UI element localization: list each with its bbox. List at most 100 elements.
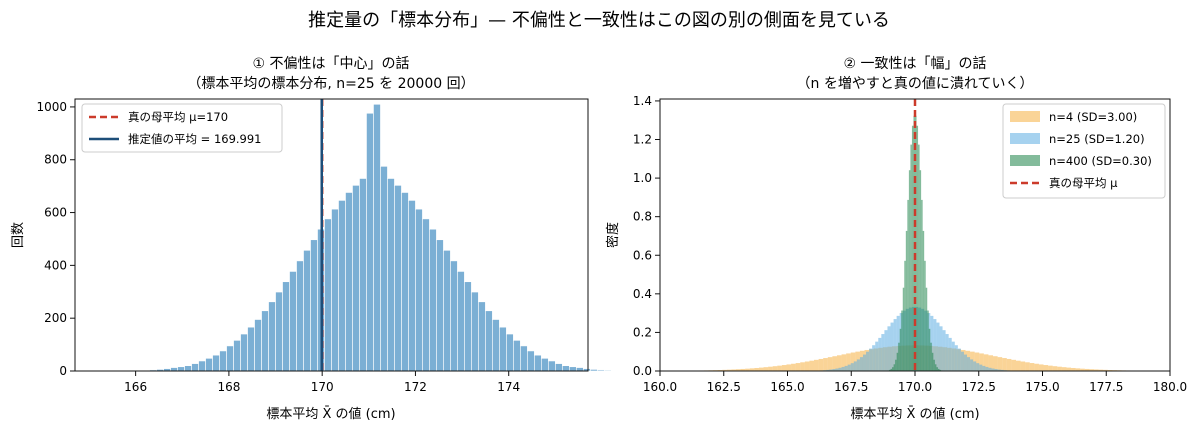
panel1-bar [254, 319, 262, 372]
panel1-legend-box [81, 103, 283, 153]
panel1-bar [212, 354, 220, 372]
panel2-bar [902, 287, 905, 371]
panel2-legend-n400-swatch [1010, 155, 1040, 166]
panel2-bar [933, 319, 937, 371]
panel1-bar [576, 367, 584, 372]
panel2-bar [1084, 368, 1090, 371]
panel1-bar [205, 358, 213, 372]
panel2-bar [829, 369, 833, 371]
panel2-bar [967, 357, 971, 371]
panel2-ylabel: 密度 [605, 222, 621, 248]
panel2-bar [934, 364, 937, 371]
panel1-bar [527, 350, 535, 372]
panel2-bar [979, 353, 984, 371]
panel2-bar [942, 330, 946, 371]
panel2-bar [856, 359, 860, 371]
panel1-bar [359, 178, 367, 372]
panel2-bar [893, 364, 896, 371]
panel2-bar [841, 354, 847, 371]
panel1-bar [478, 301, 486, 372]
panel2-bar [866, 351, 870, 371]
panel1-bar [275, 291, 283, 372]
panel1-bar [464, 281, 472, 372]
panel2-bar [985, 366, 989, 371]
panel2-legend-n4-swatch [1010, 111, 1040, 122]
panel2-bar [1011, 359, 1016, 371]
panel1-bar [590, 369, 598, 372]
panel1-bar [268, 301, 276, 372]
panel2-bar [1098, 369, 1104, 371]
panel2-bar [795, 363, 801, 371]
panel2-bar [768, 366, 773, 371]
panel2-bar [850, 363, 854, 371]
panel1-xtick-label: 172 [404, 380, 427, 394]
panel2-bar [993, 356, 998, 371]
panel2-xtick-label: 167.5 [834, 380, 868, 394]
panel2-ytick-label: 1.0 [633, 171, 652, 185]
panel2-bar [1057, 366, 1062, 371]
panel1-bar [541, 358, 549, 372]
panel1-bar [170, 367, 178, 372]
panel2-bar [922, 230, 925, 371]
panel2-bar [895, 359, 897, 371]
panel2-bar [1025, 362, 1030, 371]
panel1-ytick-label: 800 [44, 153, 67, 167]
panel1-bar [569, 366, 577, 372]
panel2-bar [939, 326, 943, 371]
panel1-bar [604, 369, 612, 372]
panel1-bar [597, 369, 605, 372]
panel1-bar [177, 366, 185, 372]
panel2-bar [899, 328, 902, 371]
panel2-bar [800, 362, 805, 371]
panel1-title-line1: ① 不偏性は「中心」の話 [252, 55, 409, 72]
panel2-bar [791, 363, 796, 371]
panel2-xtick-label: 170.0 [898, 380, 932, 394]
panel1-bar [352, 185, 360, 372]
panel1-bar [219, 350, 227, 372]
panel2-bar [973, 361, 977, 371]
panel2-bar [939, 369, 942, 371]
panel1-ylabel: 回数 [11, 222, 26, 248]
panel2-bar [1089, 369, 1095, 371]
panel2-xticks: 160.0 162.5 165.0 167.5 170.0 172.5 175.0 177.5… [643, 371, 1187, 394]
panel1-bar [436, 239, 444, 372]
panel2-bar [869, 348, 873, 371]
panel2-bar [745, 368, 750, 371]
panel1-legend: 真の母平均 μ=170 推定値の平均 = 169.991 [81, 103, 283, 153]
panel2-legend-box [1002, 103, 1166, 199]
panel2-bar [907, 199, 909, 371]
panel2-bar [740, 368, 746, 371]
panel2-bar [890, 322, 894, 371]
panel2-bar [1002, 358, 1007, 371]
panel2-bar [988, 367, 992, 371]
panel2-bar [918, 144, 920, 371]
panel2-bar [1080, 368, 1085, 371]
panel2-bar [904, 260, 906, 371]
panel2-bar [936, 322, 940, 371]
panel2-bar [945, 334, 949, 371]
panel1-bar [191, 363, 199, 372]
panel2-bar [892, 367, 894, 371]
panel1-bar [401, 192, 409, 372]
panel1-bar [513, 340, 521, 372]
panel2-ytick-label: 1.4 [633, 94, 652, 108]
panel1-xlabel: 標本平均 X̄ の値 (cm) [266, 406, 395, 422]
panel2-bar [933, 359, 935, 371]
panel2-bar [948, 337, 952, 371]
panel2-bar [823, 358, 828, 371]
panel1-bar [429, 228, 437, 372]
panel2-bar [924, 260, 926, 371]
panel2-bar [735, 369, 741, 371]
panel2-bar [881, 334, 885, 371]
panel2-bar [954, 345, 958, 371]
panel2-bar [772, 366, 778, 371]
panel1-bar [324, 218, 332, 372]
panel2-bar [970, 359, 974, 371]
panel2-bar [726, 369, 732, 371]
panel1-bar [408, 200, 416, 372]
panel2-bar [827, 357, 833, 371]
panel2-bar [898, 342, 900, 371]
panel2-ytick-label: 0.4 [633, 287, 652, 301]
panel2-bar [853, 361, 857, 371]
